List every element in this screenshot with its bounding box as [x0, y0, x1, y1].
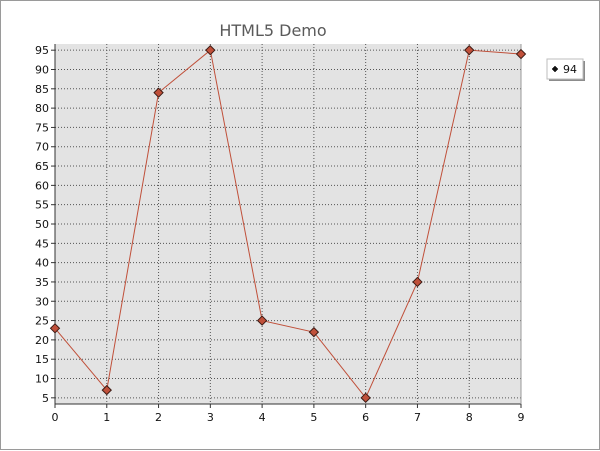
y-tick-label-6: 35	[35, 276, 49, 289]
chart-title: HTML5 Demo	[219, 21, 326, 40]
x-tick-label-8: 8	[466, 411, 473, 424]
data-point-3	[205, 44, 216, 56]
y-tick-label-10: 55	[35, 199, 49, 212]
y-tick-label-17: 90	[35, 63, 49, 76]
y-axis-ticks: 5 10 15 20 25 30 35 40 45 50 55 60 65 70 75 80 85 90 95	[35, 44, 55, 405]
y-tick-label-1: 10	[35, 373, 49, 386]
legend-box	[546, 58, 584, 80]
data-point-2	[153, 87, 164, 98]
x-tick-label-5: 5	[310, 411, 317, 424]
x-axis-ticks: 0 1 2 3 4 5 6 7 8 9	[52, 404, 525, 424]
legend-marker	[551, 65, 559, 73]
x-tick-label-2: 2	[155, 411, 162, 424]
y-tick-label-8: 45	[35, 237, 49, 250]
legend-label: 94	[563, 63, 577, 76]
data-point-6	[360, 392, 371, 404]
y-tick-label-11: 60	[35, 179, 49, 192]
x-tick-label-0: 0	[52, 411, 59, 424]
plot-area	[55, 44, 521, 404]
y-tick-label-3: 20	[35, 334, 49, 347]
data-point-0	[49, 323, 61, 334]
data-point-8	[464, 44, 475, 56]
data-point-5	[308, 326, 320, 338]
y-tick-label-12: 65	[35, 160, 49, 173]
y-tick-label-15: 80	[35, 102, 49, 115]
y-tick-label-5: 30	[35, 295, 49, 308]
y-tick-label-16: 85	[35, 83, 49, 96]
y-tick-label-14: 75	[35, 121, 49, 134]
y-tick-label-2: 15	[35, 353, 49, 366]
data-point-9	[515, 48, 527, 60]
x-tick-label-1: 1	[103, 411, 110, 424]
x-tick-label-3: 3	[207, 411, 214, 424]
y-tick-label-4: 25	[35, 315, 49, 328]
data-point-1	[101, 384, 112, 396]
y-tick-label-0: 5	[42, 392, 49, 405]
y-tick-label-18: 95	[35, 44, 49, 57]
data-point-7	[412, 276, 423, 288]
x-tick-label-6: 6	[362, 411, 369, 424]
x-tick-label-7: 7	[414, 411, 421, 424]
y-tick-label-9: 50	[35, 218, 49, 231]
y-tick-label-13: 70	[35, 141, 49, 154]
series-layer	[49, 44, 527, 404]
x-tick-label-4: 4	[259, 411, 266, 424]
y-tick-label-7: 40	[35, 257, 49, 270]
x-tick-label-9: 9	[518, 411, 525, 424]
data-point-4	[256, 315, 268, 326]
series-line-0	[54, 49, 522, 399]
legend: 94	[546, 58, 585, 81]
